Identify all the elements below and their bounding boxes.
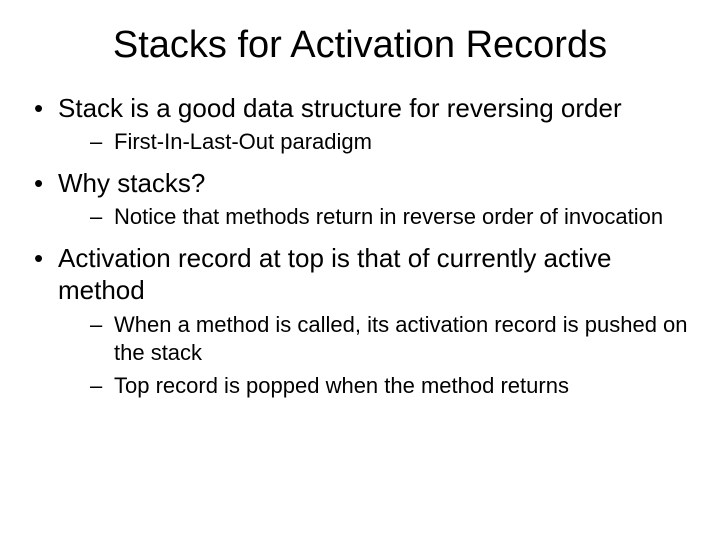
list-item: When a method is called, its activation … — [58, 311, 690, 368]
bullet-text: Stack is a good data structure for rever… — [58, 93, 622, 123]
list-item: First-In-Last-Out paradigm — [58, 128, 690, 157]
sub-bullet-text: When a method is called, its activation … — [114, 312, 688, 366]
sub-list: Notice that methods return in reverse or… — [58, 203, 690, 232]
bullet-list: Stack is a good data structure for rever… — [30, 92, 690, 401]
list-item: Stack is a good data structure for rever… — [30, 92, 690, 157]
sub-bullet-text: Notice that methods return in reverse or… — [114, 204, 663, 229]
bullet-text: Why stacks? — [58, 168, 205, 198]
list-item: Notice that methods return in reverse or… — [58, 203, 690, 232]
bullet-text: Activation record at top is that of curr… — [58, 243, 611, 306]
slide-container: Stacks for Activation Records Stack is a… — [0, 0, 720, 540]
sub-bullet-text: Top record is popped when the method ret… — [114, 373, 569, 398]
list-item: Activation record at top is that of curr… — [30, 242, 690, 401]
list-item: Why stacks? Notice that methods return i… — [30, 167, 690, 232]
slide-title: Stacks for Activation Records — [30, 24, 690, 68]
sub-list: When a method is called, its activation … — [58, 311, 690, 401]
sub-bullet-text: First-In-Last-Out paradigm — [114, 129, 372, 154]
list-item: Top record is popped when the method ret… — [58, 372, 690, 401]
sub-list: First-In-Last-Out paradigm — [58, 128, 690, 157]
